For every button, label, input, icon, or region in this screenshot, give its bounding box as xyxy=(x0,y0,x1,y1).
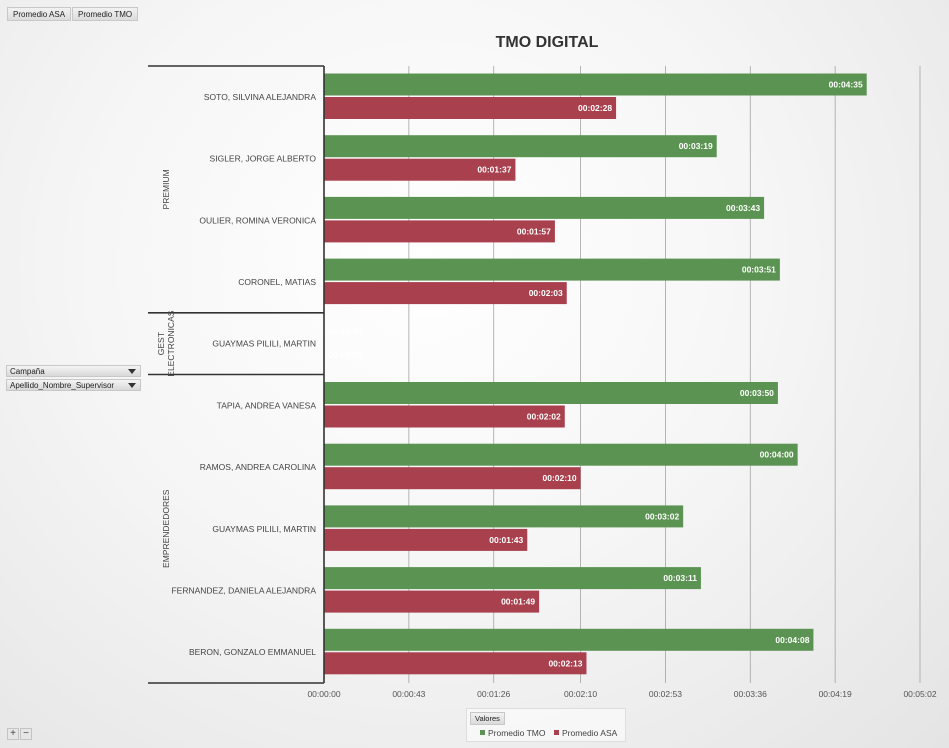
data-label-promedio-asa: 00:01:43 xyxy=(489,535,523,545)
data-label-promedio-asa: 00:01:57 xyxy=(517,226,551,236)
data-label-promedio-asa: 00:02:03 xyxy=(529,288,563,298)
data-label-promedio-tmo: 00:03:43 xyxy=(726,203,760,213)
bar-promedio-tmo-3 xyxy=(324,196,765,219)
bar-promedio-asa-7 xyxy=(324,467,581,490)
data-label-promedio-asa: 00:02:28 xyxy=(578,103,612,113)
data-label-promedio-tmo: 00:03:11 xyxy=(663,573,697,583)
legend-label-asa: Promedio ASA xyxy=(562,728,618,738)
data-label-promedio-asa: 00:00:00 xyxy=(328,350,362,360)
category-label: TAPIA, ANDREA VANESA xyxy=(217,400,317,410)
bar-promedio-tmo-1 xyxy=(324,73,867,96)
row-field-supervisor-label: Apellido_Nombre_Supervisor xyxy=(10,381,115,390)
group-label-gest-electronicas: GESTELECTRONICAS xyxy=(156,310,176,376)
x-tick-label: 00:02:10 xyxy=(564,689,597,699)
legend-swatch-tmo xyxy=(480,730,485,735)
x-tick-label: 00:00:00 xyxy=(307,689,340,699)
group-label-line: EMPRENDEDORES xyxy=(161,489,171,568)
legend-swatch-asa xyxy=(554,730,559,735)
bar-promedio-tmo-6 xyxy=(324,382,778,404)
x-tick-label: 00:00:43 xyxy=(392,689,425,699)
legend: Valores Promedio TMO Promedio ASA xyxy=(466,708,626,742)
data-label-promedio-asa: 00:01:37 xyxy=(477,165,511,175)
bar-promedio-tmo-2 xyxy=(324,135,717,158)
data-label-promedio-tmo: 00:03:02 xyxy=(645,511,679,521)
data-label-promedio-tmo: 00:00:00 xyxy=(328,326,362,336)
data-label-promedio-tmo: 00:03:51 xyxy=(742,265,776,275)
x-tick-label: 00:02:53 xyxy=(649,689,682,699)
data-label-promedio-tmo: 00:03:50 xyxy=(740,388,774,398)
bar-promedio-asa-9 xyxy=(324,590,540,613)
field-button-promedio-asa[interactable]: Promedio ASA xyxy=(7,7,72,21)
bar-promedio-asa-4 xyxy=(324,282,567,305)
field-button-promedio-tmo[interactable]: Promedio TMO xyxy=(72,7,139,21)
group-label-line: ELECTRONICAS xyxy=(166,310,176,376)
category-label: SOTO, SILVINA ALEJANDRA xyxy=(204,92,316,102)
data-label-promedio-asa: 00:02:13 xyxy=(548,658,582,668)
chevron-down-icon xyxy=(128,369,136,374)
x-tick-label: 00:05:02 xyxy=(903,689,936,699)
data-label-promedio-tmo: 00:03:19 xyxy=(679,141,713,151)
bar-promedio-tmo-7 xyxy=(324,443,798,466)
bar-promedio-tmo-9 xyxy=(324,567,701,590)
row-field-supervisor-dropdown[interactable]: Apellido_Nombre_Supervisor xyxy=(6,379,141,391)
group-label-emprendedores: EMPRENDEDORES xyxy=(161,489,171,568)
legend-item-promedio-asa: Promedio ASA xyxy=(554,728,617,738)
data-label-promedio-tmo: 00:04:00 xyxy=(760,450,794,460)
row-field-campana-dropdown[interactable]: Campaña xyxy=(6,365,141,377)
category-label: SIGLER, JORGE ALBERTO xyxy=(210,154,317,164)
chevron-down-icon xyxy=(128,383,136,388)
category-label: GUAYMAS PILILI, MARTIN xyxy=(212,524,316,534)
data-label-promedio-asa: 00:02:02 xyxy=(527,412,561,422)
bar-promedio-tmo-10 xyxy=(324,628,814,651)
bar-promedio-asa-8 xyxy=(324,528,528,551)
data-label-promedio-tmo: 00:04:35 xyxy=(829,80,863,90)
chart-title: TMO DIGITAL xyxy=(496,34,599,51)
group-label-line: PREMIUM xyxy=(161,169,171,209)
bar-promedio-asa-6 xyxy=(324,405,565,428)
zoom-out-button[interactable]: − xyxy=(20,728,32,740)
row-field-campana-label: Campaña xyxy=(10,367,45,376)
group-label-premium: PREMIUM xyxy=(161,169,171,209)
legend-field-button-valores[interactable]: Valores xyxy=(470,712,505,725)
x-tick-label: 00:03:36 xyxy=(734,689,767,699)
bar-promedio-asa-2 xyxy=(324,158,516,181)
category-label: OULIER, ROMINA VERONICA xyxy=(199,215,316,225)
category-label: GUAYMAS PILILI, MARTIN xyxy=(212,339,316,349)
x-tick-label: 00:04:19 xyxy=(819,689,852,699)
data-label-promedio-asa: 00:02:10 xyxy=(543,473,577,483)
legend-item-promedio-tmo: Promedio TMO xyxy=(480,728,545,738)
legend-label-tmo: Promedio TMO xyxy=(488,728,546,738)
category-label: FERNANDEZ, DANIELA ALEJANDRA xyxy=(171,585,316,595)
zoom-in-button[interactable]: + xyxy=(7,728,19,740)
bar-promedio-asa-3 xyxy=(324,220,555,243)
category-label: CORONEL, MATIAS xyxy=(238,277,316,287)
data-label-promedio-asa: 00:01:49 xyxy=(501,597,535,607)
group-label-line: GEST xyxy=(156,332,166,355)
category-label: BERON, GONZALO EMMANUEL xyxy=(189,647,316,657)
bar-promedio-tmo-8 xyxy=(324,505,684,528)
category-label: RAMOS, ANDREA CAROLINA xyxy=(200,462,317,472)
bar-promedio-asa-1 xyxy=(324,97,617,119)
x-tick-label: 00:01:26 xyxy=(477,689,510,699)
bar-promedio-tmo-4 xyxy=(324,258,780,281)
data-label-promedio-tmo: 00:04:08 xyxy=(775,635,809,645)
bar-promedio-asa-10 xyxy=(324,652,587,675)
